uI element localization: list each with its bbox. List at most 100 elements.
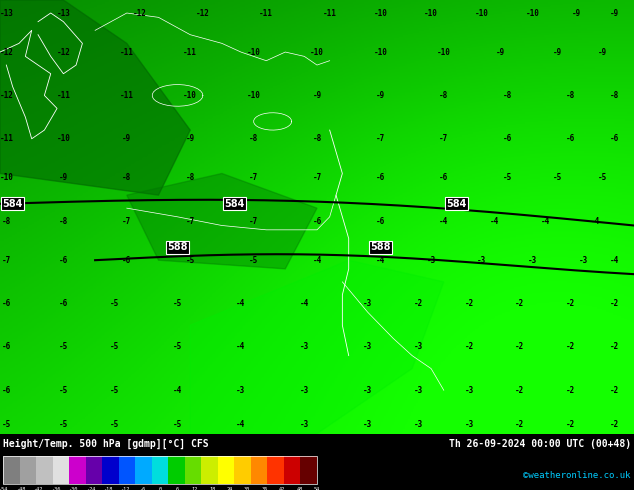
Text: -10: -10 (56, 134, 70, 143)
Text: -3: -3 (465, 420, 474, 429)
Text: -7: -7 (376, 134, 385, 143)
Text: -9: -9 (598, 48, 607, 56)
Text: -8: -8 (503, 91, 512, 100)
Text: -6: -6 (139, 487, 146, 490)
Text: -4: -4 (236, 420, 245, 429)
Text: -8: -8 (249, 134, 258, 143)
Text: -12: -12 (120, 487, 130, 490)
Text: -9: -9 (496, 48, 505, 56)
Text: -6: -6 (2, 299, 11, 308)
Text: -9: -9 (59, 173, 68, 182)
Text: -11: -11 (120, 48, 134, 56)
Text: -3: -3 (528, 256, 537, 265)
Text: -2: -2 (515, 343, 524, 351)
Text: -10: -10 (373, 8, 387, 18)
Text: -4: -4 (376, 256, 385, 265)
Text: -5: -5 (110, 343, 119, 351)
Text: -10: -10 (247, 48, 261, 56)
Text: -6: -6 (59, 299, 68, 308)
Text: -7: -7 (122, 217, 131, 226)
Text: -11: -11 (120, 91, 134, 100)
Text: -36: -36 (51, 487, 60, 490)
Text: -9: -9 (573, 8, 581, 18)
Text: -10: -10 (310, 48, 324, 56)
Text: -9: -9 (376, 91, 385, 100)
Text: -8: -8 (566, 91, 575, 100)
Text: -9: -9 (122, 134, 131, 143)
Text: -4: -4 (490, 217, 499, 226)
Text: -7: -7 (249, 217, 258, 226)
Text: -7: -7 (186, 217, 195, 226)
Text: -3: -3 (465, 386, 474, 395)
Text: -24: -24 (86, 487, 95, 490)
Text: -3: -3 (427, 256, 436, 265)
Bar (69, 456, 86, 484)
Text: -2: -2 (611, 299, 619, 308)
Text: -3: -3 (477, 256, 486, 265)
Text: -5: -5 (249, 256, 258, 265)
Text: 588: 588 (370, 242, 391, 252)
Text: -4: -4 (592, 217, 600, 226)
Text: 584: 584 (224, 199, 245, 209)
Text: -12: -12 (0, 91, 13, 100)
Text: -4: -4 (611, 256, 619, 265)
Text: -8: -8 (2, 217, 11, 226)
Text: -12: -12 (196, 8, 210, 18)
Text: -8: -8 (59, 217, 68, 226)
Text: 584: 584 (446, 199, 467, 209)
Bar (185, 456, 202, 484)
Text: -8: -8 (122, 173, 131, 182)
Text: -3: -3 (236, 386, 245, 395)
Bar (301, 456, 317, 484)
Text: -30: -30 (68, 487, 77, 490)
Text: -10: -10 (424, 8, 438, 18)
Bar (102, 456, 119, 484)
Bar (36, 456, 53, 484)
Text: -2: -2 (465, 343, 474, 351)
Text: -7: -7 (439, 134, 448, 143)
Bar (3, 456, 20, 484)
Text: -9: -9 (553, 48, 562, 56)
Text: -5: -5 (173, 343, 182, 351)
Bar (218, 456, 235, 484)
Bar (135, 456, 152, 484)
Text: -5: -5 (110, 386, 119, 395)
Text: -12: -12 (56, 48, 70, 56)
Text: -2: -2 (611, 343, 619, 351)
Bar (53, 456, 69, 484)
Text: -5: -5 (186, 256, 195, 265)
Text: -2: -2 (414, 299, 423, 308)
Bar (268, 456, 284, 484)
Text: -3: -3 (300, 343, 309, 351)
Text: 12: 12 (192, 487, 198, 490)
Text: -11: -11 (183, 48, 197, 56)
Text: -6: -6 (59, 256, 68, 265)
Bar (3, 456, 317, 484)
Text: -10: -10 (183, 91, 197, 100)
Text: -54: -54 (0, 487, 8, 490)
Text: -7: -7 (2, 256, 11, 265)
Text: -5: -5 (110, 299, 119, 308)
Text: -10: -10 (526, 8, 540, 18)
Text: -5: -5 (59, 386, 68, 395)
Text: -6: -6 (122, 256, 131, 265)
Text: -3: -3 (300, 420, 309, 429)
Text: -2: -2 (611, 420, 619, 429)
Text: -6: -6 (313, 217, 321, 226)
Text: -10: -10 (247, 91, 261, 100)
Text: 42: 42 (279, 487, 285, 490)
Text: -13: -13 (0, 8, 13, 18)
Text: -5: -5 (59, 343, 68, 351)
Text: -5: -5 (110, 420, 119, 429)
Text: -3: -3 (363, 299, 372, 308)
Text: -12: -12 (0, 48, 13, 56)
Text: -9: -9 (611, 8, 619, 18)
Text: -4: -4 (236, 343, 245, 351)
Text: -5: -5 (553, 173, 562, 182)
Text: -5: -5 (173, 420, 182, 429)
Text: -2: -2 (566, 299, 575, 308)
Text: -4: -4 (313, 256, 321, 265)
Text: 48: 48 (297, 487, 302, 490)
Text: -6: -6 (611, 134, 619, 143)
Text: -48: -48 (16, 487, 25, 490)
